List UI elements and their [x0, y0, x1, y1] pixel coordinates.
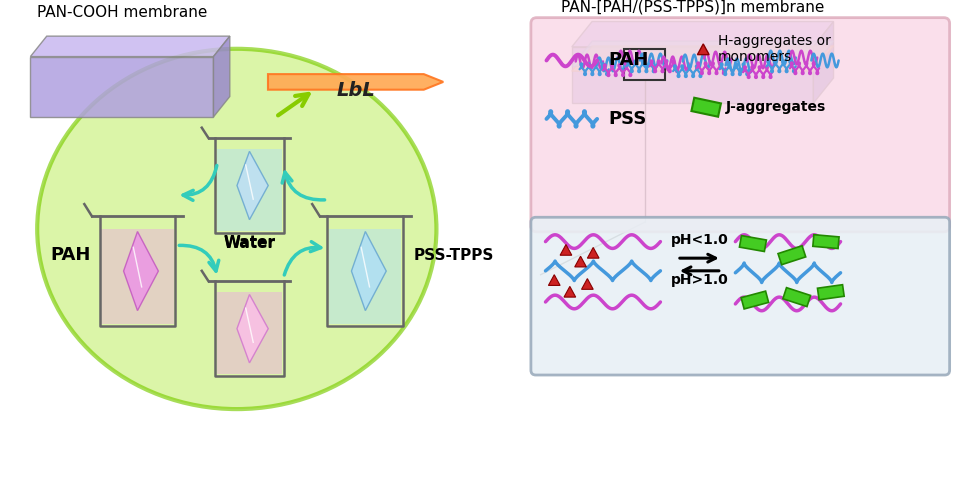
- Text: J-aggregates: J-aggregates: [725, 100, 826, 114]
- Polygon shape: [698, 44, 710, 55]
- Polygon shape: [268, 74, 443, 90]
- Text: Water: Water: [223, 235, 275, 250]
- FancyBboxPatch shape: [531, 217, 950, 375]
- Bar: [624, 49, 665, 80]
- Polygon shape: [571, 47, 813, 103]
- FancyBboxPatch shape: [329, 229, 402, 324]
- Polygon shape: [214, 36, 229, 117]
- FancyBboxPatch shape: [218, 149, 281, 231]
- Ellipse shape: [37, 49, 436, 409]
- Polygon shape: [571, 41, 834, 66]
- Polygon shape: [571, 46, 834, 71]
- Polygon shape: [741, 291, 768, 309]
- Text: pH<1.0: pH<1.0: [670, 233, 728, 246]
- Text: PAN-COOH membrane: PAN-COOH membrane: [36, 5, 207, 19]
- Polygon shape: [740, 236, 766, 251]
- Polygon shape: [549, 275, 561, 285]
- FancyBboxPatch shape: [531, 18, 950, 232]
- Polygon shape: [817, 285, 844, 300]
- Polygon shape: [587, 247, 599, 258]
- Text: Water: Water: [223, 236, 275, 251]
- Polygon shape: [778, 246, 806, 265]
- Polygon shape: [581, 279, 593, 289]
- Polygon shape: [561, 244, 571, 255]
- Polygon shape: [813, 21, 834, 103]
- Text: PSS: PSS: [609, 110, 647, 128]
- FancyBboxPatch shape: [218, 292, 281, 374]
- Text: PSS-TPPS: PSS-TPPS: [414, 248, 495, 263]
- FancyBboxPatch shape: [102, 229, 173, 324]
- Text: H-aggregates or
monomers: H-aggregates or monomers: [718, 34, 831, 64]
- Polygon shape: [692, 98, 721, 117]
- Text: PAH: PAH: [609, 52, 649, 70]
- Text: LbL: LbL: [336, 80, 375, 99]
- Polygon shape: [123, 231, 159, 311]
- Text: pH>1.0: pH>1.0: [670, 274, 728, 287]
- Polygon shape: [30, 36, 229, 56]
- Polygon shape: [30, 56, 214, 117]
- Polygon shape: [812, 235, 839, 248]
- Text: PAH: PAH: [50, 246, 91, 264]
- Polygon shape: [571, 21, 834, 47]
- Polygon shape: [237, 151, 269, 220]
- Polygon shape: [574, 256, 586, 267]
- Polygon shape: [352, 231, 386, 311]
- Polygon shape: [564, 286, 575, 297]
- Polygon shape: [783, 288, 810, 307]
- Polygon shape: [237, 295, 269, 363]
- Text: PAN-[PAH/(PSS-TPPS)]n membrane: PAN-[PAH/(PSS-TPPS)]n membrane: [561, 0, 824, 15]
